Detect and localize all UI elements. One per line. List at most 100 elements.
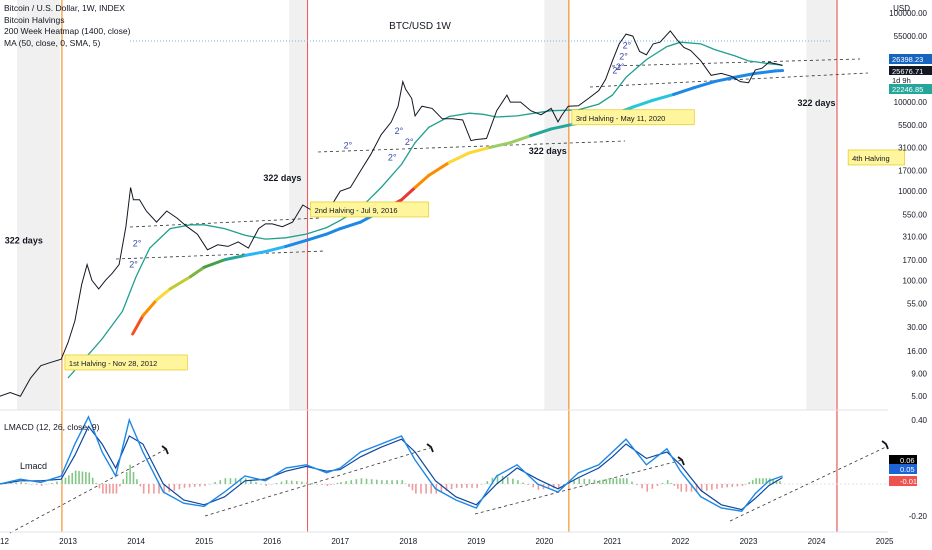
histogram-bar: [142, 484, 145, 494]
histogram-bar: [370, 479, 373, 484]
heatmap-segment: [263, 244, 288, 254]
period-label: 322 days: [263, 173, 301, 183]
histogram-bar: [30, 484, 33, 485]
histogram-bar: [673, 484, 676, 486]
marker-label: 2°: [133, 238, 142, 248]
heatmap-segment: [338, 220, 363, 231]
histogram-bar: [219, 480, 222, 484]
histogram-bar: [593, 479, 596, 484]
histogram-bar: [214, 482, 216, 484]
histogram-bar: [209, 484, 211, 485]
price-badge: [889, 66, 932, 76]
histogram-bar: [115, 484, 118, 494]
histogram-bar: [741, 484, 744, 486]
heatmap-segment: [427, 160, 451, 178]
price-series: [0, 30, 783, 397]
histogram-bar: [326, 484, 329, 486]
heatmap-segment: [651, 92, 676, 102]
histogram-bar: [360, 478, 363, 484]
histogram-bar: [250, 480, 252, 484]
histogram-bar: [136, 479, 138, 484]
time-axis[interactable]: 2012 2013 2014 2015 2016 2017 2018 2019 2020 2021…: [0, 531, 894, 546]
y-tick-label: 170.00: [903, 256, 928, 265]
lmacd-tick-label: -0.20: [909, 512, 928, 521]
marker-label: 2°: [395, 126, 404, 136]
histogram-bar: [333, 484, 336, 485]
histogram-bar: [772, 479, 774, 484]
histogram-bar: [386, 480, 388, 484]
shade-band: [17, 0, 60, 410]
histogram-bar: [411, 484, 414, 491]
histogram-bar: [296, 481, 298, 484]
histogram-bar: [129, 464, 131, 484]
histogram-bar: [765, 478, 768, 484]
histogram-bar: [602, 479, 604, 484]
symbol-title[interactable]: Bitcoin / U.S. Dollar, 1W, INDEX: [4, 3, 125, 13]
price-badge: [889, 84, 932, 94]
signal-series: [0, 425, 783, 511]
shade-band: [289, 0, 308, 410]
histogram-bar: [612, 478, 615, 484]
histogram-bar: [588, 479, 591, 484]
histogram-bar: [381, 480, 383, 484]
histogram-bar: [306, 482, 308, 484]
currency-label: USD: [893, 4, 910, 13]
histogram-bar: [471, 484, 473, 488]
heatmap-segment: [529, 127, 553, 138]
histogram-bar: [105, 484, 108, 494]
y-tick-label: 550.00: [903, 210, 928, 219]
histogram-bar: [108, 484, 111, 494]
heatmap-segment: [692, 80, 716, 90]
histogram-bar: [25, 483, 28, 484]
histogram-bar: [646, 484, 649, 492]
histogram-bar: [336, 483, 339, 484]
annotation-box: [310, 201, 429, 218]
period-labels: 322 days 322 days 322 days 322 days: [5, 98, 836, 245]
histogram-bar: [122, 479, 125, 484]
arrow-mark: [881, 440, 889, 450]
x-tick-label: 2022: [672, 537, 690, 546]
histogram-bar: [461, 484, 463, 488]
heatmap-segment: [488, 141, 512, 149]
histogram-bar: [445, 484, 448, 491]
marker-label: 2°: [612, 65, 621, 75]
histogram-bar: [132, 472, 135, 484]
histogram-bar: [20, 482, 23, 484]
heatmap-segment: [447, 151, 472, 164]
histogram-bar: [68, 475, 70, 484]
histogram-bar: [641, 484, 643, 489]
annotation-text: 3rd Halving - May 11, 2020: [576, 114, 666, 123]
y-tick-label: 55000.00: [894, 32, 928, 41]
histogram-bar: [450, 484, 453, 490]
histogram-bar: [229, 478, 232, 484]
histogram-bar: [425, 484, 427, 494]
histogram-bar: [255, 482, 257, 484]
histogram-bar: [85, 472, 87, 484]
heatmap-segment: [413, 174, 431, 190]
histogram-bar: [290, 480, 293, 484]
histogram-bar: [731, 484, 734, 487]
histogram-bar: [340, 482, 342, 484]
histogram-bar: [265, 484, 267, 486]
lmacd-axis[interactable]: 0.40 -0.20: [909, 416, 928, 521]
histogram-bar: [148, 484, 150, 494]
trend-lines: [9, 58, 889, 534]
indicator-heatmap[interactable]: 200 Week Heatmap (1400, close): [4, 26, 131, 36]
halving-annotations: 1st Halving - Nov 28, 2012 2nd Halving - …: [64, 109, 905, 371]
histogram-bar: [568, 483, 570, 484]
heatmap-segment: [202, 258, 227, 269]
lmacd-legend[interactable]: LMACD (12, 26, close, 9): [4, 422, 100, 432]
histogram-bar: [670, 483, 672, 484]
indicator-halvings[interactable]: Bitcoin Halvings: [4, 14, 65, 25]
y-tick-label: 5500.00: [898, 121, 927, 130]
histogram-bar: [98, 484, 101, 489]
lmacd-badge: [889, 464, 917, 474]
y-tick-label: 10000.00: [894, 98, 928, 107]
histogram-bar: [656, 484, 659, 486]
histogram-bar: [721, 484, 723, 488]
histogram-bar: [139, 484, 142, 487]
lmacd-lines: [0, 415, 783, 512]
histogram-bar: [755, 478, 757, 484]
indicator-ma[interactable]: MA (50, close, 0, SMA, 5): [4, 37, 101, 48]
